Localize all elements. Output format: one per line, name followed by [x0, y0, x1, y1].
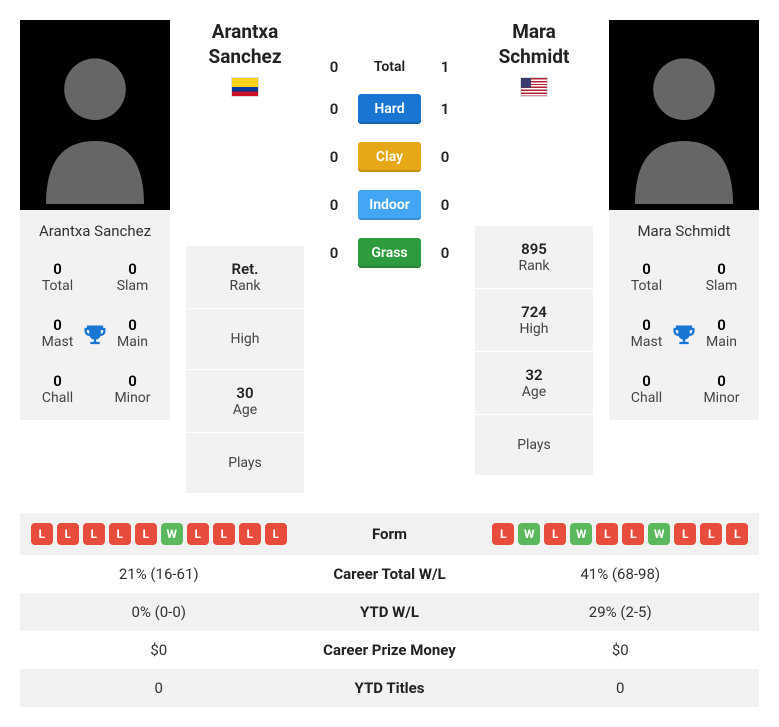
form-badge: W [648, 523, 670, 545]
info-cell: 724High [475, 288, 593, 351]
form-badge: W [161, 523, 183, 545]
form-badge: L [213, 523, 235, 545]
title-stat: 0Slam [95, 252, 170, 308]
form-badge: L [700, 523, 722, 545]
form-badge: L [726, 523, 748, 545]
table-row: 0YTD Titles0 [20, 669, 759, 707]
surface-pill-clay: Clay [358, 142, 421, 172]
h2h-row: 0Clay0 [320, 142, 459, 172]
info-cell: Plays [475, 414, 593, 475]
title-stat: 0Total [609, 252, 684, 308]
trophy-icon [81, 322, 109, 350]
player2-titles-grid: 0Total0Slam0Mast0Main0Chall0Minor [609, 252, 759, 420]
player1-card: Arantxa Sanchez 0Total0Slam0Mast0Main0Ch… [20, 20, 170, 420]
form-badge: W [570, 523, 592, 545]
title-stat: 0Chall [20, 364, 95, 420]
player2-name-block: Mara Schmidt [475, 20, 593, 105]
player1-titles-grid: 0Total0Slam0Mast0Main0Chall0Minor [20, 252, 170, 420]
player1-name: Arantxa Sanchez [190, 20, 300, 69]
surface-pill-indoor: Indoor [358, 190, 421, 220]
player1-info-col: Ret.RankHigh30AgePlays [186, 245, 304, 493]
h2h-row: 0Indoor0 [320, 190, 459, 220]
table-row: 21% (16-61)Career Total W/L41% (68-98) [20, 555, 759, 593]
title-stat: 0Minor [95, 364, 170, 420]
trophy-icon [670, 322, 698, 350]
h2h-row: 0Total1 [320, 58, 459, 76]
h2h-center: 0Total1 0Hard1 0Clay0 0Indoor0 0Grass0 [320, 20, 459, 268]
info-cell: 32Age [475, 351, 593, 414]
info-cell: Ret.Rank [186, 245, 304, 308]
player2-flag-icon [520, 77, 548, 97]
player2-info-col: 895Rank724High32AgePlays [475, 225, 593, 475]
form-badge: L [57, 523, 79, 545]
comparison-header: Arantxa Sanchez 0Total0Slam0Mast0Main0Ch… [20, 20, 759, 493]
info-cell: 30Age [186, 369, 304, 432]
table-row: $0Career Prize Money$0 [20, 631, 759, 669]
player1-flag-icon [231, 77, 259, 97]
title-stat: 0Total [20, 252, 95, 308]
table-row: LLLLLWLLLLFormLWLWLLWLLL [20, 513, 759, 555]
form-badge: L [31, 523, 53, 545]
player2-avatar [609, 20, 759, 210]
info-cell: 895Rank [475, 225, 593, 288]
player2-name: Mara Schmidt [479, 20, 589, 69]
info-cell: Plays [186, 432, 304, 493]
form-badge: L [83, 523, 105, 545]
title-stat: 0Chall [609, 364, 684, 420]
form-badge: L [492, 523, 514, 545]
h2h-row: 0Hard1 [320, 94, 459, 124]
player1-name-caption: Arantxa Sanchez [20, 210, 170, 252]
player1-name-block: Arantxa Sanchez [186, 20, 304, 105]
title-stat: 0Slam [684, 252, 759, 308]
form-badge: L [596, 523, 618, 545]
comparison-table: LLLLLWLLLLFormLWLWLLWLLL21% (16-61)Caree… [20, 513, 759, 707]
form-badge: L [544, 523, 566, 545]
form-badge: L [187, 523, 209, 545]
form-badge: W [518, 523, 540, 545]
form-badge: L [109, 523, 131, 545]
form-badge: L [622, 523, 644, 545]
title-stat: 0Minor [684, 364, 759, 420]
player2-card: Mara Schmidt 0Total0Slam0Mast0Main0Chall… [609, 20, 759, 420]
table-row: 0% (0-0)YTD W/L29% (2-5) [20, 593, 759, 631]
form-badge: L [135, 523, 157, 545]
h2h-row: 0Grass0 [320, 238, 459, 268]
surface-pill-hard: Hard [358, 94, 421, 124]
player1-avatar [20, 20, 170, 210]
form-badge: L [674, 523, 696, 545]
form-badge: L [239, 523, 261, 545]
player2-name-caption: Mara Schmidt [609, 210, 759, 252]
form-badge: L [265, 523, 287, 545]
info-cell: High [186, 308, 304, 369]
surface-pill-grass: Grass [358, 238, 421, 268]
